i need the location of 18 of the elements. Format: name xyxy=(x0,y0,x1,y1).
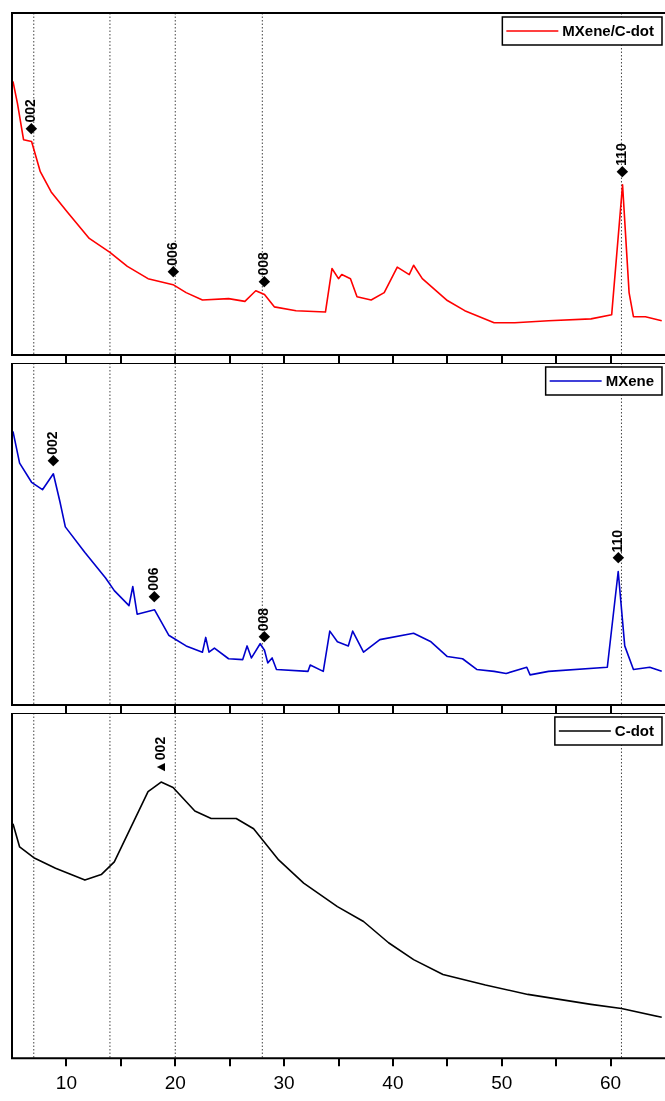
annotation: ◆006 xyxy=(145,567,162,603)
annotation: ◆002 xyxy=(22,99,39,135)
x-tick-label: 40 xyxy=(382,1071,404,1093)
legend-label: MXene/C-dot xyxy=(562,22,655,40)
annotation: ◆002 xyxy=(44,431,61,467)
x-tick-label: 30 xyxy=(273,1071,295,1093)
x-tick-label: 60 xyxy=(600,1071,622,1093)
x-tick-label: 10 xyxy=(55,1071,77,1093)
legend-label: C-dot xyxy=(614,722,655,740)
annotation: ◆008 xyxy=(255,607,272,644)
annotation: ◆110 xyxy=(613,143,630,178)
x-tick-label: 50 xyxy=(491,1071,513,1093)
annotation: ◆110 xyxy=(609,529,626,565)
x-tick-label: 20 xyxy=(164,1071,186,1093)
annotation: ▲002 xyxy=(151,736,168,775)
annotation: ◆006 xyxy=(163,242,180,278)
annotation: ◆008 xyxy=(255,251,272,288)
legend-label: MXene xyxy=(605,372,655,390)
